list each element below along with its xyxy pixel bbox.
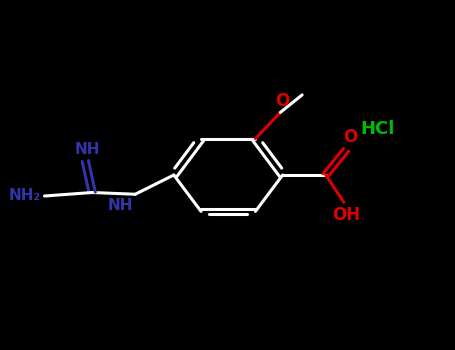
Text: O: O — [343, 128, 357, 146]
Text: HCl: HCl — [361, 120, 395, 139]
Text: NH: NH — [75, 142, 101, 157]
Text: O: O — [276, 92, 290, 110]
Text: NH₂: NH₂ — [9, 189, 41, 203]
Text: NH: NH — [107, 198, 133, 213]
Text: OH: OH — [332, 206, 360, 224]
